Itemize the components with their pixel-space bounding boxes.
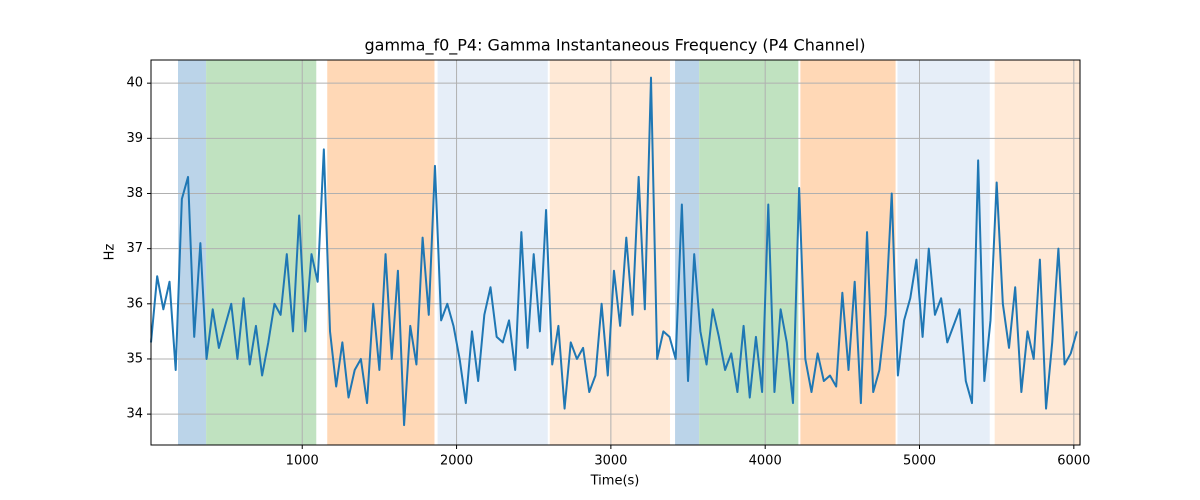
x-tick-label: 5000: [903, 454, 936, 469]
x-tick-label: 2000: [440, 454, 473, 469]
axes-frame: [150, 59, 1081, 446]
x-axis-label: Time(s): [590, 474, 640, 489]
y-tick-label: 40: [126, 76, 143, 91]
grid: [151, 60, 1080, 445]
chart-title: gamma_f0_P4: Gamma Instantaneous Frequen…: [365, 36, 866, 56]
shaded-span: [675, 60, 700, 445]
y-axis-label: Hz: [103, 244, 118, 261]
y-tick-label: 39: [126, 131, 143, 146]
y-tick-label: 38: [126, 186, 143, 201]
data-line: [150, 76, 1078, 427]
shaded-span: [437, 60, 548, 445]
shaded-span: [327, 60, 435, 445]
y-tick-label: 35: [126, 351, 143, 366]
spans: [178, 60, 1080, 445]
y-tick-label: 36: [126, 296, 143, 311]
x-tick-label: 1000: [286, 454, 319, 469]
x-tick-label: 6000: [1057, 454, 1090, 469]
y-tick-label: 37: [126, 241, 143, 256]
shaded-span: [897, 60, 990, 445]
shaded-span: [994, 60, 1080, 445]
plot: [150, 76, 1078, 427]
y-tick-label: 34: [126, 407, 143, 422]
x-tick-label: 4000: [749, 454, 782, 469]
shaded-span: [800, 60, 896, 445]
shaded-span: [206, 60, 317, 445]
x-tick-label: 3000: [594, 454, 627, 469]
